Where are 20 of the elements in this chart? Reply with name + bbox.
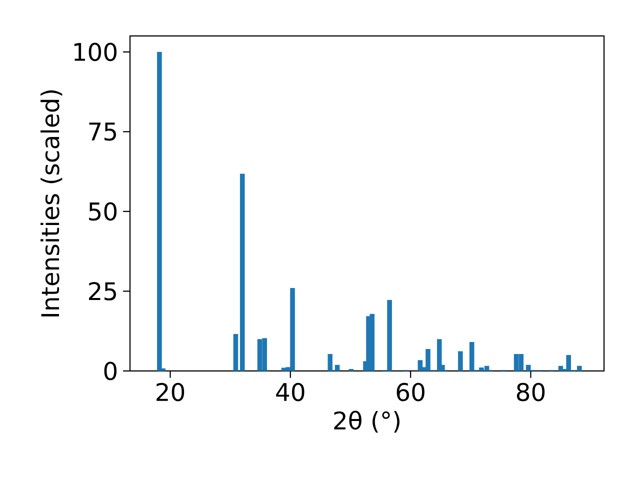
bar (469, 342, 474, 371)
bar (370, 314, 375, 371)
x-tick-label: 80 (516, 382, 545, 402)
bar (233, 334, 238, 371)
y-tick-label: 0 (104, 362, 117, 380)
bar (328, 354, 332, 371)
bar (418, 360, 423, 371)
bar (334, 364, 340, 371)
x-tick-label: 20 (156, 382, 184, 402)
y-axis-title: Intensities (scaled) (40, 90, 62, 316)
x-axis-title: 2θ (°) (334, 410, 400, 433)
x-tick-label: 60 (396, 382, 424, 402)
bar (458, 351, 463, 371)
y-tick-label: 100 (74, 42, 117, 62)
y-tick-label: 25 (89, 282, 116, 300)
y-tick-label: 50 (89, 202, 117, 221)
bar (157, 52, 162, 371)
bar (240, 174, 245, 371)
y-tick-label: 75 (89, 122, 116, 141)
x-tick-label: 40 (276, 382, 304, 402)
